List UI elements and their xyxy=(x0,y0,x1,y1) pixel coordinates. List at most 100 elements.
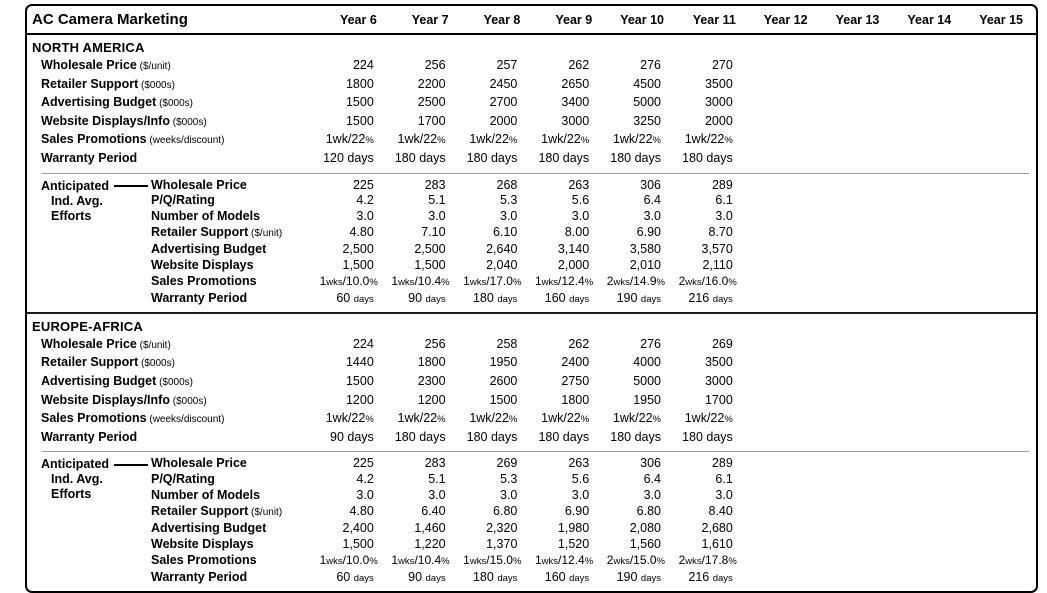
cell-value xyxy=(892,392,964,411)
row-unit: ($/unit) xyxy=(136,61,171,72)
cell-value: 6.4 xyxy=(643,193,661,208)
cell-value: 180 days xyxy=(610,429,661,444)
cell-value: 2,000 xyxy=(557,258,590,273)
cell-value xyxy=(892,504,964,521)
cell-value: 2wks/16.0% xyxy=(678,274,737,288)
cell-value: 1wk/22% xyxy=(541,411,590,426)
cell-value: 224 xyxy=(352,58,374,72)
cell-value xyxy=(892,456,964,472)
cell-value xyxy=(749,94,821,113)
cell-value xyxy=(964,336,1036,355)
cell-value xyxy=(821,291,893,308)
cell-value xyxy=(964,57,1036,76)
cell-value: 4.80 xyxy=(349,504,374,519)
cell-value: 2750 xyxy=(561,374,590,388)
cell-value: 3.0 xyxy=(500,209,518,224)
cell-value xyxy=(749,225,821,242)
cell-value xyxy=(964,209,1036,225)
cell-value xyxy=(892,258,964,274)
cell-value xyxy=(964,354,1036,373)
cell-value: 2300 xyxy=(417,374,446,388)
cell-value: 276 xyxy=(640,336,661,351)
cell-value: 225 xyxy=(352,177,374,192)
cell-value xyxy=(892,570,964,587)
cell-value: 1500 xyxy=(489,392,518,407)
cell-value: 269 xyxy=(711,336,733,351)
cell-value: 3.0 xyxy=(428,488,446,503)
cell-value: 1,370 xyxy=(486,536,518,551)
page-title: AC Camera Marketing xyxy=(32,11,188,28)
row-label: Warranty Period xyxy=(41,429,138,444)
cell-value xyxy=(821,209,893,225)
cell-value xyxy=(964,193,1036,209)
cell-value: 8.40 xyxy=(708,504,733,519)
table-row: Sales Promotions 1wks/10.0% 1wks/10.4% 1wks… xyxy=(151,553,1036,570)
cell-value xyxy=(892,537,964,553)
cell-value: 1wks/10.4% xyxy=(391,274,450,288)
cell-value xyxy=(821,472,893,488)
anticipated-label-line1: Anticipated xyxy=(41,179,151,194)
cell-value: 289 xyxy=(711,456,733,471)
cell-value: 2wks/14.9% xyxy=(606,274,665,288)
cell-value: 3.0 xyxy=(500,488,518,503)
row-label: P/Q/Rating xyxy=(151,193,215,208)
cell-value: 5.6 xyxy=(571,472,590,487)
cell-value: 2600 xyxy=(489,374,518,388)
cell-value xyxy=(749,553,821,570)
cell-value: 120 days xyxy=(323,150,374,165)
cell-value: 2,640 xyxy=(486,242,518,257)
anticipated-label-text: Anticipated xyxy=(41,457,110,472)
cell-value: 3000 xyxy=(561,113,590,128)
cell-value: 1,460 xyxy=(414,521,446,535)
cell-value: 1wks/15.0% xyxy=(463,552,522,567)
cell-value: 5.3 xyxy=(500,193,518,208)
cell-value xyxy=(821,336,893,355)
cell-value: 270 xyxy=(711,58,733,72)
table-row: Warranty Period 60 days 90 days 180 days 160… xyxy=(151,291,1036,308)
row-label: Website Displays xyxy=(151,258,254,273)
cell-value: 3.0 xyxy=(715,488,733,503)
anticipated-rows: Wholesale Price 225 283 268 263 306 289 P/Q/Rat… xyxy=(151,178,1036,308)
cell-value xyxy=(749,429,821,446)
row-unit: ($/unit) xyxy=(248,228,283,240)
cell-value: 1,980 xyxy=(557,521,590,535)
cell-value xyxy=(964,258,1036,274)
cell-value: 3.0 xyxy=(715,209,733,224)
cell-value: 4.80 xyxy=(349,225,374,240)
cell-value: 5.3 xyxy=(500,472,518,487)
cell-value: 1950 xyxy=(489,355,518,370)
cell-value xyxy=(964,113,1036,132)
cell-value: 263 xyxy=(568,456,590,471)
table-row: P/Q/Rating 4.2 5.1 5.3 5.6 6.4 6.1 xyxy=(151,193,1036,209)
cell-value: 1800 xyxy=(345,76,374,91)
table-row: Website Displays/Info ($000s) 1500 1700 200… xyxy=(27,113,1036,132)
table-row: Sales Promotions (weeks/discount) 1wk/22%… xyxy=(27,131,1036,150)
cell-value: 60 days xyxy=(336,290,374,305)
row-unit: ($/unit) xyxy=(136,339,171,351)
cell-value: 2,500 xyxy=(414,242,446,257)
table-row: Wholesale Price 225 283 269 263 306 289 xyxy=(151,456,1036,472)
row-label: Number of Models xyxy=(151,488,261,503)
cell-value: 224 xyxy=(352,336,374,351)
cell-value xyxy=(749,258,821,274)
cell-value xyxy=(749,242,821,258)
table-row: Advertising Budget ($000s) 1500 2300 2600 27… xyxy=(27,373,1036,392)
row-label: Wholesale Price ($/unit) xyxy=(41,58,171,72)
cell-value: 180 days xyxy=(538,150,590,165)
cell-value: 5000 xyxy=(633,374,661,388)
cell-value xyxy=(749,504,821,521)
row-unit: ($000s) xyxy=(169,395,207,407)
cell-value: 1,500 xyxy=(342,258,374,273)
cell-value xyxy=(892,553,964,570)
table-row: P/Q/Rating 4.2 5.1 5.3 5.6 6.4 6.1 xyxy=(151,472,1036,488)
cell-value xyxy=(821,193,893,209)
table-row: Retailer Support ($/unit) 4.80 6.40 6.80 6.9… xyxy=(151,504,1036,521)
cell-value xyxy=(821,504,893,521)
row-unit: (weeks/discount) xyxy=(146,414,225,426)
cell-value xyxy=(821,488,893,504)
cell-value: 2000 xyxy=(489,113,518,128)
cell-value: 2,400 xyxy=(342,521,374,535)
cell-value xyxy=(892,521,964,537)
cell-value xyxy=(892,472,964,488)
cell-value xyxy=(821,537,893,553)
